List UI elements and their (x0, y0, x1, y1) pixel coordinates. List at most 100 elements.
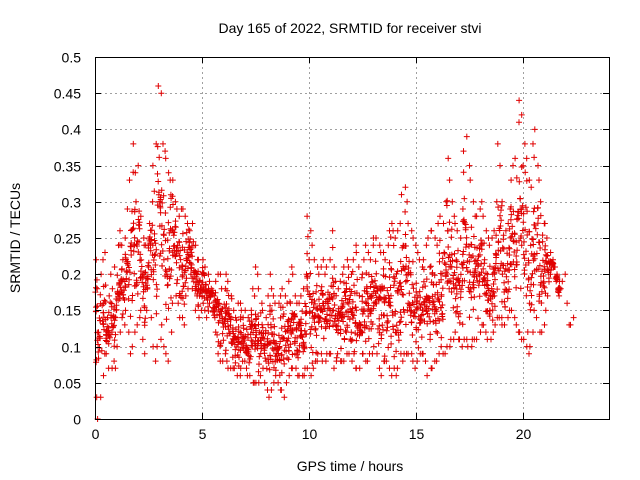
data-point (149, 222, 156, 229)
data-point (254, 271, 261, 278)
data-point (353, 242, 360, 249)
data-point (372, 283, 379, 290)
data-point (381, 353, 388, 360)
data-point (245, 346, 252, 353)
data-point (396, 280, 403, 287)
data-point (268, 324, 274, 331)
data-point (111, 317, 118, 324)
data-point (446, 343, 453, 350)
data-point (137, 257, 143, 264)
data-point (243, 342, 250, 349)
data-point (446, 177, 453, 184)
data-point (186, 239, 193, 246)
data-point (137, 251, 144, 258)
y-tick-label: 0.45 (54, 86, 81, 102)
data-point (302, 300, 308, 307)
data-point (387, 284, 394, 291)
data-point (203, 282, 209, 288)
data-point (162, 155, 169, 162)
data-point (287, 300, 294, 307)
data-point (523, 248, 529, 255)
data-point (212, 329, 219, 336)
data-point (333, 354, 340, 361)
data-point (334, 323, 341, 329)
data-point (126, 276, 133, 283)
data-point (320, 335, 327, 342)
data-point (313, 282, 320, 289)
data-point (459, 251, 466, 258)
data-point (131, 234, 138, 241)
data-point (361, 318, 368, 325)
data-point (436, 237, 443, 244)
data-point (451, 269, 458, 276)
data-point (291, 310, 298, 317)
data-point (472, 265, 479, 272)
data-point (131, 270, 138, 277)
y-tick-label: 0.5 (62, 50, 82, 66)
data-point (423, 276, 430, 283)
data-point (296, 300, 303, 307)
data-point (166, 247, 173, 254)
data-point (511, 266, 518, 273)
data-point (281, 360, 288, 367)
data-point (360, 256, 367, 263)
data-point (521, 140, 528, 147)
data-point (331, 365, 337, 372)
data-point (301, 372, 308, 379)
data-point (378, 372, 385, 379)
data-point (118, 242, 125, 249)
data-point (427, 264, 433, 271)
data-point (359, 329, 366, 336)
data-point (497, 223, 504, 229)
data-point (527, 242, 534, 249)
data-point (359, 310, 366, 317)
data-point (300, 285, 307, 292)
data-point (468, 288, 474, 295)
data-point (261, 379, 268, 386)
data-point (570, 314, 577, 321)
data-point (434, 289, 441, 296)
data-point (522, 169, 529, 176)
data-point (231, 365, 238, 372)
data-point (481, 274, 488, 281)
data-point (364, 290, 371, 297)
data-point (399, 358, 406, 365)
data-point (373, 270, 380, 277)
data-point (122, 235, 129, 241)
data-point (508, 177, 515, 184)
data-point (300, 348, 307, 355)
data-point (481, 256, 488, 263)
data-point (329, 244, 336, 251)
data-point (441, 249, 448, 256)
data-point (112, 331, 119, 338)
data-point (493, 254, 500, 261)
data-point (530, 208, 537, 215)
data-point (433, 308, 440, 315)
data-point (454, 258, 460, 265)
data-point (128, 252, 135, 258)
data-point (469, 253, 476, 259)
data-point (179, 230, 186, 237)
data-point (288, 316, 295, 323)
data-point (114, 343, 121, 350)
data-point (514, 247, 521, 254)
data-point (528, 292, 535, 299)
data-point (426, 313, 433, 320)
data-point (335, 317, 342, 324)
data-point (294, 334, 301, 341)
data-point (255, 313, 262, 320)
data-point (438, 276, 445, 283)
data-point (395, 337, 402, 344)
data-point (313, 349, 320, 356)
data-point (460, 148, 467, 155)
data-point (120, 291, 126, 298)
data-point (173, 280, 180, 287)
data-point (406, 290, 413, 297)
data-point (489, 317, 496, 324)
data-point (331, 302, 338, 308)
data-point (436, 258, 443, 265)
data-point (206, 300, 213, 307)
data-point (154, 170, 161, 177)
data-point (255, 285, 262, 292)
data-point (427, 263, 434, 270)
